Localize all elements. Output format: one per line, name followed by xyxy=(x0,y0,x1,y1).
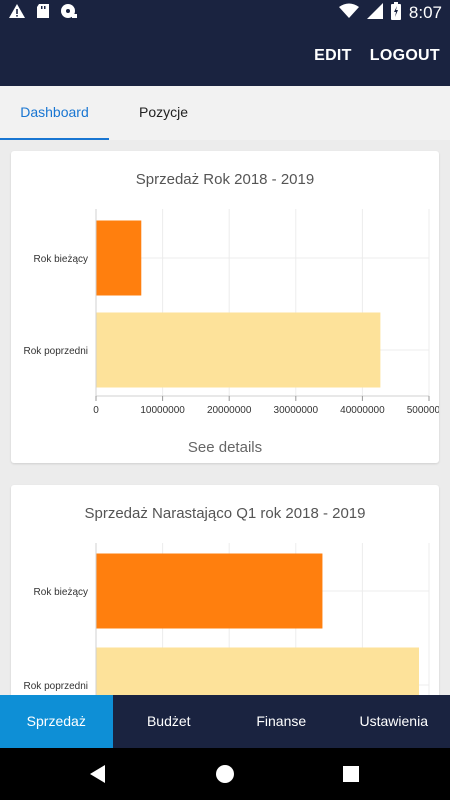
warning-icon xyxy=(8,3,26,24)
tick-label: 50000000 xyxy=(407,405,439,416)
tab-bar: Dashboard Pozycje xyxy=(0,86,450,140)
back-button[interactable] xyxy=(68,748,128,800)
logout-button[interactable]: LOGOUT xyxy=(369,47,440,64)
bar-chart: Rok bieżący Rok poprzedni xyxy=(24,543,430,695)
back-icon xyxy=(90,765,105,783)
home-button[interactable] xyxy=(195,748,255,800)
status-time: 8:07 xyxy=(408,3,442,22)
system-navigation-bar xyxy=(0,748,450,800)
tick-label: 20000000 xyxy=(207,405,252,416)
category-label: Rok bieżący xyxy=(34,254,88,265)
tab-dashboard[interactable]: Dashboard xyxy=(0,86,109,140)
wifi-icon xyxy=(338,3,359,24)
see-details-link[interactable]: See details xyxy=(187,439,263,456)
sd-card-icon xyxy=(36,3,50,24)
edit-button[interactable]: EDIT xyxy=(314,47,352,64)
home-icon xyxy=(216,765,234,783)
nav-ustawienia[interactable]: Ustawienia xyxy=(359,713,428,729)
app-bar: EDIT LOGOUT xyxy=(0,26,450,86)
bar-chart: Rok bieżący Rok poprzedni 0 10000000 2000000… xyxy=(24,209,439,416)
chart-card: Sprzedaż Narastająco Q1 rok 2018 - 2019 … xyxy=(11,485,439,695)
category-label: Rok poprzedni xyxy=(24,681,88,692)
tab-pozycje[interactable]: Pozycje xyxy=(138,104,189,120)
bottom-navigation: Sprzedaż Budżet Finanse Ustawienia xyxy=(0,695,450,748)
chart-card: Sprzedaż Rok 2018 - 2019 Rok bieżący Rok … xyxy=(11,151,439,463)
tick-label: 30000000 xyxy=(274,405,319,416)
status-bar: 8:07 xyxy=(0,0,450,26)
recents-button[interactable] xyxy=(321,748,381,800)
signal-icon xyxy=(366,2,383,24)
nav-finanse[interactable]: Finanse xyxy=(256,713,307,729)
bar xyxy=(96,312,381,388)
category-label: Rok bieżący xyxy=(34,587,88,598)
chart-title: Sprzedaż Rok 2018 - 2019 xyxy=(135,171,315,188)
category-label: Rok poprzedni xyxy=(24,346,88,357)
tick-label: 10000000 xyxy=(140,405,185,416)
nav-budzet[interactable]: Budżet xyxy=(146,713,191,729)
bar xyxy=(96,647,420,695)
nav-sprzedaz[interactable]: Sprzedaż xyxy=(0,695,113,748)
tick-label: 0 xyxy=(93,405,99,416)
recents-icon xyxy=(343,766,359,782)
dashboard-content[interactable]: Sprzedaż Rok 2018 - 2019 Rok bieżący Rok … xyxy=(0,140,450,695)
chart-title: Sprzedaż Narastająco Q1 rok 2018 - 2019 xyxy=(84,505,366,522)
tick-label: 40000000 xyxy=(340,405,385,416)
bar xyxy=(96,553,323,629)
disc-icon xyxy=(60,3,78,24)
bar xyxy=(96,220,142,296)
battery-icon xyxy=(390,1,401,25)
